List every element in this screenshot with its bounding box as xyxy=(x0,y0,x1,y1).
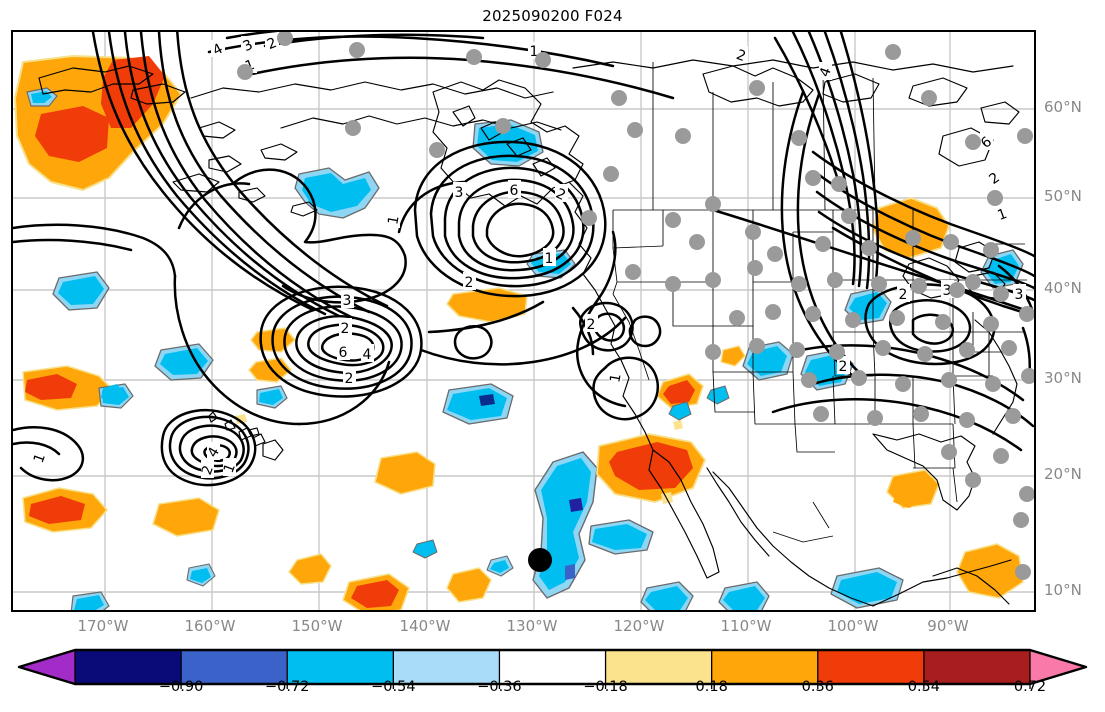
svg-text:3: 3 xyxy=(943,283,952,299)
colorbar-tick-5: 0.18 xyxy=(695,679,728,695)
contour-labels: 4 3 2 1 1 2 4 6 xyxy=(31,34,1026,478)
colorbar-band-3 xyxy=(393,650,500,684)
svg-text:3: 3 xyxy=(455,185,464,201)
colorbar-band-5 xyxy=(605,650,713,684)
colorbar-band-0 xyxy=(75,650,182,684)
colorbar-tick-3: −0.36 xyxy=(477,679,522,695)
svg-text:3: 3 xyxy=(1015,287,1024,303)
colorbar-tick-2: −0.54 xyxy=(371,679,416,695)
colorbar-band-2 xyxy=(287,650,394,684)
lat-label-10n: 10°N xyxy=(1044,581,1082,599)
svg-text:1: 1 xyxy=(607,372,624,384)
svg-text:4: 4 xyxy=(363,347,372,363)
svg-text:1: 1 xyxy=(385,214,402,226)
storm-marker xyxy=(528,548,552,572)
colorbar-tick-4: −0.18 xyxy=(583,679,628,695)
svg-text:6: 6 xyxy=(510,183,519,199)
station-dots xyxy=(237,32,1034,580)
svg-text:1: 1 xyxy=(545,251,554,267)
lon-label-160w: 160°W xyxy=(184,617,236,635)
svg-text:2: 2 xyxy=(839,359,848,375)
svg-text:2: 2 xyxy=(587,317,596,333)
lon-label-130w: 130°W xyxy=(506,617,558,635)
lon-label-140w: 140°W xyxy=(399,617,451,635)
colorbar-band-6 xyxy=(711,650,819,684)
colorbar-tick-6: 0.36 xyxy=(801,679,834,695)
svg-text:1: 1 xyxy=(530,44,539,60)
lon-label-100w: 100°W xyxy=(827,617,879,635)
colorbar-extend-high xyxy=(1030,650,1086,684)
lon-label-120w: 120°W xyxy=(613,617,665,635)
figure-title: 2025090200 F024 xyxy=(482,7,623,25)
colorbar-tick-0: −0.90 xyxy=(158,679,204,695)
colorbar-tick-7: 0.54 xyxy=(907,679,941,695)
lat-label-30n: 30°N xyxy=(1044,369,1082,387)
lon-label-150w: 150°W xyxy=(291,617,343,635)
colorbar-band-1 xyxy=(181,650,288,684)
colorbar-band-4 xyxy=(499,650,606,684)
svg-text:6: 6 xyxy=(339,345,348,361)
colorbar-segments xyxy=(19,650,1086,684)
lon-label-170w: 170°W xyxy=(77,617,129,635)
lon-label-90w: 90°W xyxy=(927,617,969,635)
svg-text:2: 2 xyxy=(465,275,474,291)
lat-label-20n: 20°N xyxy=(1044,465,1082,483)
colorbar-band-8 xyxy=(923,650,1031,684)
colorbar-canvas xyxy=(17,648,1088,689)
svg-text:2: 2 xyxy=(345,371,354,387)
lat-label-60n: 60°N xyxy=(1044,98,1082,116)
lat-label-50n: 50°N xyxy=(1044,187,1082,205)
colorbar-tick-8: 0.72 xyxy=(1013,679,1047,695)
colorbar: −0.90 −0.72 −0.54 −0.36 −0.18 0.18 0.36 0.54 0.7… xyxy=(0,646,1105,712)
colorbar-band-7 xyxy=(817,650,925,684)
svg-text:2: 2 xyxy=(341,321,350,337)
map-plot-area: 4 3 2 1 1 2 4 6 xyxy=(11,30,1036,612)
svg-text:2: 2 xyxy=(899,287,908,303)
lon-label-110w: 110°W xyxy=(720,617,772,635)
colorbar-tick-1: −0.72 xyxy=(265,679,310,695)
colorbar-extend-low xyxy=(19,650,75,684)
lat-label-40n: 40°N xyxy=(1044,279,1082,297)
svg-text:3: 3 xyxy=(343,293,352,309)
map-canvas: 4 3 2 1 1 2 4 6 xyxy=(13,32,1034,610)
colorbar-outline xyxy=(17,648,1088,686)
